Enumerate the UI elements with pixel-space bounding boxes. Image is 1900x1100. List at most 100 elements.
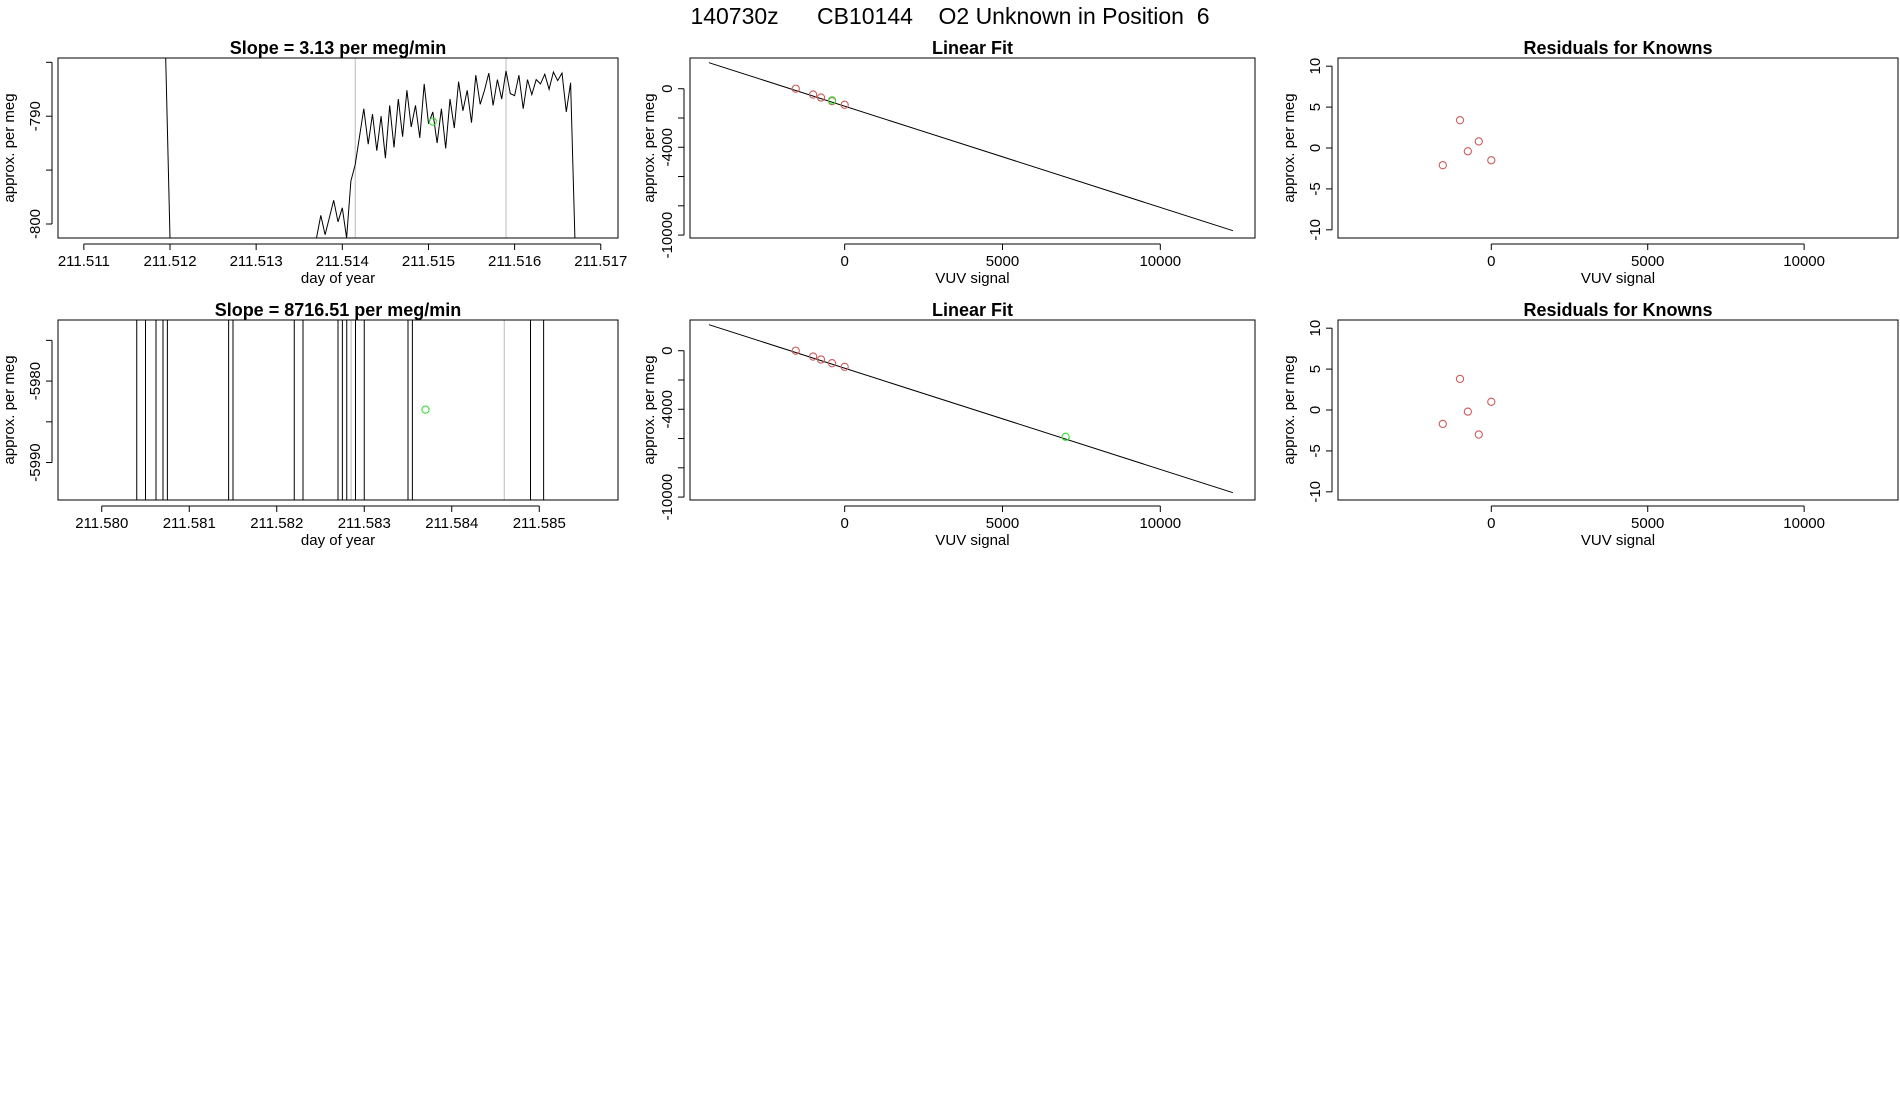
chart-title: Linear Fit: [932, 300, 1013, 320]
x-axis-label: VUV signal: [935, 270, 1009, 287]
x-tick-label: 5000: [986, 253, 1019, 270]
x-tick-label: 211.582: [250, 515, 303, 532]
x-tick-label: 0: [840, 253, 848, 270]
x-tick-label: 0: [1487, 515, 1495, 532]
y-axis-label: approx. per meg: [1, 355, 18, 464]
x-tick-label: 211.513: [230, 253, 283, 270]
x-tick-label: 211.583: [338, 515, 391, 532]
known-point: [1474, 430, 1483, 439]
y-tick-label: -10: [1307, 219, 1324, 241]
plot-area: [165, 58, 580, 238]
chart-panel-linear-fit-bottom: Linear Fit 0 5000 10000 VUV signal -10000 -400…: [641, 300, 1256, 549]
x-tick-label: 211.585: [513, 515, 566, 532]
x-tick-label: 211.580: [75, 515, 128, 532]
plot-area: [708, 62, 1234, 232]
x-tick-label: 10000: [1139, 515, 1181, 532]
known-point: [840, 362, 849, 371]
plot-frame: [689, 57, 1256, 239]
known-point: [816, 355, 826, 364]
y-axis-label: approx. per meg: [1, 93, 18, 202]
plot-area: [1438, 374, 1496, 439]
x-axis-label: VUV signal: [935, 532, 1009, 549]
known-point: [1487, 397, 1496, 406]
y-tick-label: -4000: [659, 128, 676, 166]
x-tick-label: 211.515: [402, 253, 455, 270]
y-tick-label: 5: [1307, 365, 1324, 373]
chart-title: Residuals for Knowns: [1523, 38, 1712, 58]
y-axis-label: approx. per meg: [1281, 93, 1298, 202]
x-tick-label: 211.517: [574, 253, 627, 270]
y-tick-label: 10: [1307, 320, 1324, 337]
known-point: [816, 93, 826, 102]
plot-frame: [57, 57, 619, 239]
plot-area: [708, 324, 1234, 494]
known-point: [1463, 407, 1472, 416]
chart-title: Linear Fit: [932, 38, 1013, 58]
data-series-line: [165, 58, 580, 238]
x-tick-label: 211.514: [316, 253, 369, 270]
x-tick-label: 0: [1487, 253, 1495, 270]
x-tick-label: 211.581: [163, 515, 216, 532]
x-axis-label: day of year: [301, 270, 375, 287]
y-tick-label: 0: [1307, 406, 1324, 414]
plot-frame: [57, 319, 619, 501]
known-point: [840, 100, 849, 109]
y-tick-label: -5: [1307, 182, 1324, 195]
known-point: [1474, 137, 1483, 146]
chart-title: Slope = 8716.51 per meg/min: [215, 300, 462, 320]
known-point: [1438, 419, 1447, 429]
y-tick-label: -10000: [659, 474, 676, 521]
x-tick-label: 5000: [986, 515, 1019, 532]
x-axis-label: VUV signal: [1581, 270, 1655, 287]
known-point: [808, 352, 818, 361]
y-tick-label: 10: [1307, 58, 1324, 75]
plot-frame: [1337, 319, 1899, 501]
known-point: [1438, 161, 1447, 170]
x-tick-label: 211.516: [488, 253, 541, 270]
known-point: [791, 346, 800, 355]
x-tick-label: 5000: [1631, 515, 1664, 532]
x-axis-label: VUV signal: [1581, 532, 1655, 549]
y-tick-label: -5980: [27, 362, 44, 400]
x-tick-label: 211.584: [425, 515, 478, 532]
chart-panel-slope-top: Slope = 3.13 per meg/min 211.511 211.512 21…: [1, 38, 627, 287]
y-axis-label: approx. per meg: [641, 355, 658, 464]
chart-panel-linear-fit-top: Linear Fit 0 5000 10000 VUV signal -10000 -400…: [641, 38, 1256, 287]
y-tick-label: 0: [1307, 144, 1324, 152]
y-tick-label: -800: [27, 209, 44, 239]
y-tick-label: -5990: [27, 443, 44, 481]
chart-panel-slope-bottom: Slope = 8716.51 per meg/min 211.580 211.58…: [1, 300, 619, 549]
chart-title: Slope = 3.13 per meg/min: [230, 38, 447, 58]
chart-panel-residuals-bottom: Residuals for Knowns 0 5000 10000 VUV signal…: [1281, 300, 1899, 549]
unknown-point: [827, 96, 837, 105]
plot-area: [1438, 116, 1496, 170]
known-point: [791, 84, 800, 93]
y-tick-label: -4000: [659, 390, 676, 428]
known-point: [827, 359, 837, 368]
known-point: [808, 90, 818, 99]
x-tick-label: 211.511: [58, 253, 110, 270]
x-tick-label: 10000: [1783, 515, 1825, 532]
x-tick-label: 211.512: [143, 253, 196, 270]
fit-line: [708, 62, 1234, 232]
y-tick-label: -790: [27, 101, 44, 131]
chart-title: Residuals for Knowns: [1523, 300, 1712, 320]
known-point: [1463, 147, 1472, 156]
y-tick-label: -5: [1307, 444, 1324, 457]
y-tick-label: 0: [659, 347, 676, 355]
x-tick-label: 10000: [1783, 253, 1825, 270]
x-tick-label: 10000: [1139, 253, 1181, 270]
chart-panel-residuals-top: Residuals for Knowns 0 5000 10000 VUV signal…: [1281, 38, 1899, 287]
x-tick-label: 0: [840, 515, 848, 532]
y-tick-label: -10000: [659, 212, 676, 259]
unknown-point: [1061, 432, 1070, 441]
plot-area: [136, 320, 545, 500]
plot-frame: [689, 319, 1256, 501]
y-tick-label: 5: [1307, 103, 1324, 111]
y-tick-label: 0: [659, 85, 676, 93]
known-point: [1455, 374, 1465, 384]
page-title: 140730z CB10144 O2 Unknown in Position 6: [690, 3, 1210, 29]
unknown-point: [421, 405, 430, 414]
known-point: [1487, 156, 1496, 165]
x-tick-label: 5000: [1631, 253, 1664, 270]
